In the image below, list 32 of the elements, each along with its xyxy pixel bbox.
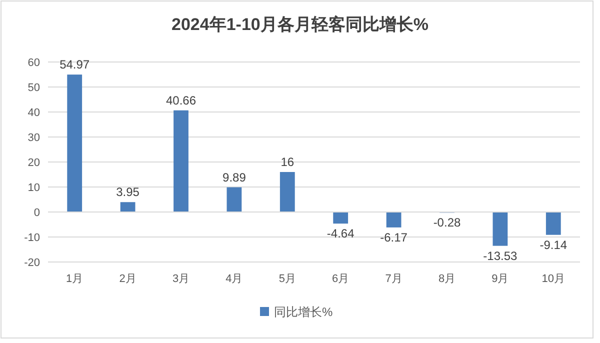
y-tick-label: -10 [24,232,40,244]
同比增长%: 54.97 3.95 40.66 9.89 16 -4.64 -6.17 -0.28 -13.53 -9.14 [60,58,568,263]
x-tick-label: 7月 [385,273,402,285]
y-tick-label: 20 [28,157,40,169]
y-tick-label: 40 [28,107,40,119]
chart-title: 2024年1-10月各月轻客同比增长% [172,15,428,34]
data-label: -0.28 [433,216,461,230]
data-label: -6.17 [380,230,408,244]
y-tick-label: 60 [28,57,40,69]
x-tick-label: 2月 [119,273,136,285]
y-tick-label: 10 [28,182,40,194]
y-tick-label: 30 [28,132,40,144]
y-tick-label: 0 [34,207,40,219]
x-tick-label: 10月 [542,273,566,285]
x-tick-label: 3月 [172,273,190,285]
x-tick-label: 4月 [226,273,243,285]
y-tick-label: -20 [24,257,40,269]
data-label: -4.64 [326,226,355,241]
x-tick-label: 6月 [332,273,350,285]
x-tick-label: 8月 [438,273,456,285]
data-label: -9.14 [540,238,568,252]
data-label: 16 [280,155,294,169]
y-tick-label: 50 [28,82,40,94]
x-tick-label: 1月 [66,273,84,285]
data-label: 9.89 [222,170,246,184]
data-label: 3.95 [116,185,140,200]
x-tick-label: 9月 [492,273,509,285]
data-label: 54.97 [60,58,90,72]
data-label: 40.66 [166,93,196,108]
x-tick-label: 5月 [278,273,296,285]
data-label: -13.53 [483,248,518,263]
legend-label: 同比增长% [274,305,333,319]
